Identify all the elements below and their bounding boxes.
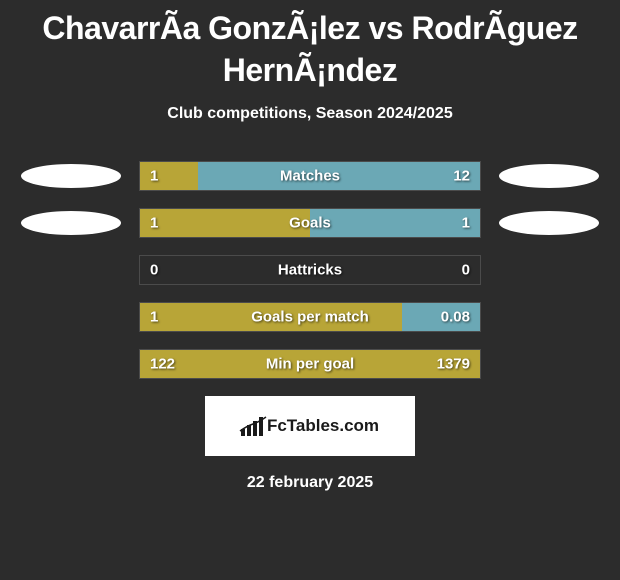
stat-left-value: 1 (150, 168, 158, 185)
chart-icon (241, 416, 263, 436)
player-left-oval (21, 164, 121, 188)
stat-row: 1 1 Goals (0, 208, 620, 238)
bar-left-fill (140, 209, 310, 237)
spacer (499, 305, 599, 329)
spacer (21, 352, 121, 376)
stat-right-value: 1379 (437, 356, 470, 373)
stat-left-value: 0 (150, 262, 158, 279)
logo-text: FcTables.com (267, 416, 379, 436)
stat-label: Goals (289, 215, 331, 232)
fctables-logo: FcTables.com (205, 396, 415, 456)
stat-bar: 1 0.08 Goals per match (139, 302, 481, 332)
stat-right-value: 12 (453, 168, 470, 185)
stat-label: Matches (280, 168, 340, 185)
stat-bar: 1 1 Goals (139, 208, 481, 238)
stat-row: 122 1379 Min per goal (0, 349, 620, 379)
spacer (21, 305, 121, 329)
spacer (499, 258, 599, 282)
stat-bar: 0 0 Hattricks (139, 255, 481, 285)
stat-left-value: 1 (150, 215, 158, 232)
comparison-card: ChavarrÃ­a GonzÃ¡lez vs RodrÃ­guez HernÃ… (0, 0, 620, 492)
stat-label: Hattricks (278, 262, 342, 279)
stats-area: 1 12 Matches 1 1 Goals 0 0 Hattricks 1 0.08 Goals p… (0, 161, 620, 379)
spacer (499, 352, 599, 376)
stat-row: 1 12 Matches (0, 161, 620, 191)
page-title: ChavarrÃ­a GonzÃ¡lez vs RodrÃ­guez HernÃ… (0, 8, 620, 91)
stat-right-value: 0.08 (441, 309, 470, 326)
logo-inner: FcTables.com (241, 416, 379, 436)
stat-left-value: 1 (150, 309, 158, 326)
date-line: 22 february 2025 (0, 474, 620, 492)
bar-left-fill (140, 162, 198, 190)
bar-right-fill (310, 209, 480, 237)
player-right-oval (499, 164, 599, 188)
stat-row: 0 0 Hattricks (0, 255, 620, 285)
stat-bar: 1 12 Matches (139, 161, 481, 191)
stat-left-value: 122 (150, 356, 175, 373)
player-left-oval (21, 211, 121, 235)
stat-row: 1 0.08 Goals per match (0, 302, 620, 332)
stat-bar: 122 1379 Min per goal (139, 349, 481, 379)
stat-right-value: 1 (462, 215, 470, 232)
player-right-oval (499, 211, 599, 235)
stat-label: Min per goal (266, 356, 354, 373)
spacer (21, 258, 121, 282)
stat-right-value: 0 (462, 262, 470, 279)
subtitle: Club competitions, Season 2024/2025 (0, 105, 620, 123)
stat-label: Goals per match (251, 309, 369, 326)
